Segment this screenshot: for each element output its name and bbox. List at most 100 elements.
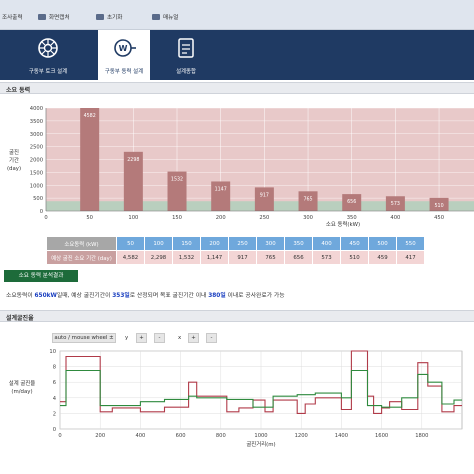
bar-data-label: 510 [434, 203, 443, 209]
x-tick-label: 400 [390, 215, 400, 221]
power-duration-table: 소요동력 (kW) 50 100 150 200 250 300 350 400 450 500 5… [46, 236, 425, 265]
result-text-part4: 이내로 공사완료가 가능 [225, 293, 285, 299]
y-axis-title: 굴진 [9, 148, 19, 156]
power-cell: 50 [116, 236, 145, 251]
power-cell: 150 [172, 236, 201, 251]
power-bar [298, 191, 318, 211]
tab-power-label: 구동부 동력 설계 [104, 69, 144, 75]
duration-row: 예상 굴진 소요 기간 (day) 4,582 2,298 1,532 1,147 91… [46, 250, 425, 265]
tab-design-summary[interactable]: 설계종합 [160, 30, 212, 80]
power-cell: 400 [312, 236, 341, 251]
duration-cell: 510 [340, 250, 369, 265]
result-target-value: 380일 [208, 293, 226, 299]
duration-cell: 656 [284, 250, 313, 265]
x-tick-label: 100 [128, 215, 138, 221]
x-tick-label: 1800 [415, 433, 428, 439]
power-section-header: 소요 동력 [0, 82, 474, 94]
y-tick-label: 10 [49, 349, 56, 355]
tab-summary-label: 설계종합 [176, 69, 196, 75]
capture-button[interactable]: 화면캡처 [38, 13, 70, 21]
green-series-line [60, 369, 462, 408]
print-button[interactable]: 조사출력 [2, 13, 23, 21]
y-tick-label: 3500 [30, 119, 43, 125]
tab-torque-label: 구동부 토크 설계 [28, 69, 68, 75]
power-row: 소요동력 (kW) 50 100 150 200 250 300 350 400 450 500 5… [46, 236, 425, 251]
power-cell: 300 [256, 236, 285, 251]
bar-data-label: 1532 [171, 177, 183, 183]
result-days-value: 353일 [112, 293, 130, 299]
bar-data-label: 4582 [84, 113, 96, 119]
reset-label: 초기화 [107, 15, 123, 21]
duration-cell: 4,582 [116, 250, 145, 265]
x-tick-label: 1600 [375, 433, 388, 439]
x-tick-label: 350 [347, 215, 357, 221]
x-tick-label: 1200 [295, 433, 308, 439]
power-cell: 450 [340, 236, 369, 251]
y-tick-label: 4 [53, 396, 57, 402]
design-rate-line-chart: 0 2 4 6 8 10 0 200 400 600 800 1000 1200 1400 1600 1800… [9, 349, 463, 448]
tab-power-design[interactable]: W 구동부 동력 설계 [98, 30, 150, 80]
x-tick-label: 600 [176, 433, 186, 439]
x-tick-label: 400 [135, 433, 145, 439]
bar-data-label: 656 [347, 199, 356, 205]
y-axis-title: (m/day) [11, 389, 32, 395]
x-tick-label: 50 [86, 215, 93, 221]
book-icon [152, 14, 160, 20]
duration-cell: 2,298 [144, 250, 173, 265]
power-bar [167, 171, 187, 211]
power-row-label: 소요동력 (kW) [46, 236, 117, 251]
bar-data-label: 917 [260, 192, 269, 198]
power-cell: 350 [284, 236, 313, 251]
y-tick-label: 2500 [30, 145, 43, 151]
power-bar-chart: 0 500 1000 1500 2000 2500 3000 3500 4000 0 50 100 15… [7, 106, 474, 228]
y-tick-label: 0 [40, 209, 43, 215]
bar-data-label: 765 [303, 196, 312, 202]
power-section-title: 소요 동력 [6, 87, 31, 94]
x-axis-title: 굴진거리(m) [246, 440, 275, 448]
print-label: 조사출력 [2, 15, 23, 21]
x-tick-label: 0 [44, 215, 47, 221]
duration-cell: 765 [256, 250, 285, 265]
x-tick-label: 150 [172, 215, 182, 221]
y-axis-title: 설계 굴진율 [9, 379, 36, 387]
power-bar [80, 108, 100, 211]
x-zoom-in-button[interactable]: + [188, 333, 199, 343]
duration-cell: 459 [368, 250, 397, 265]
gear-torque-icon [38, 38, 58, 58]
power-cell: 200 [200, 236, 229, 251]
result-text-part1: 소요동력이 [6, 293, 35, 299]
design-section-header: 설계굴진율 [0, 310, 474, 322]
y-tick-label: 2000 [30, 158, 43, 164]
power-bar [342, 194, 362, 211]
reset-button[interactable]: 초기화 [96, 13, 122, 21]
manual-button[interactable]: 매뉴얼 [152, 13, 178, 21]
y-axis-title: 기간 [9, 156, 19, 164]
clipboard-icon [178, 38, 194, 58]
power-bar [123, 151, 143, 211]
y-zoom-in-button[interactable]: + [136, 333, 147, 343]
power-bar [429, 197, 449, 211]
zoom-mode-select[interactable]: auto / mouse wheel ± [52, 333, 116, 343]
y-axis-label: y [125, 335, 129, 341]
result-text: 소요동력이 650kW일때, 예상 굴진기간이 353일로 산정되며 목표 굴진… [6, 290, 285, 299]
motor-power-icon: W [114, 39, 136, 57]
result-text-part2: 일때, 예상 굴진기간이 [56, 293, 113, 299]
power-bar [385, 196, 405, 211]
manual-label: 매뉴얼 [163, 15, 179, 21]
x-zoom-out-button[interactable]: - [206, 333, 217, 343]
power-bar [211, 181, 231, 211]
y-zoom-out-button[interactable]: - [154, 333, 165, 343]
y-tick-label: 2 [53, 411, 56, 417]
power-cell: 100 [144, 236, 173, 251]
x-tick-label: 1400 [335, 433, 348, 439]
y-tick-label: 4000 [30, 106, 43, 112]
result-analysis-button[interactable]: 소요 동력 분석결과 [4, 270, 78, 282]
y-tick-label: 1500 [30, 170, 43, 176]
duration-row-label: 예상 굴진 소요 기간 (day) [46, 250, 117, 265]
y-tick-label: 1000 [30, 183, 43, 189]
power-cell: 250 [228, 236, 257, 251]
tab-torque-design[interactable]: 구동부 토크 설계 [22, 30, 74, 80]
x-tick-label: 200 [216, 215, 226, 221]
main-nav: 구동부 토크 설계 W 구동부 동력 설계 설계종합 [0, 30, 474, 80]
